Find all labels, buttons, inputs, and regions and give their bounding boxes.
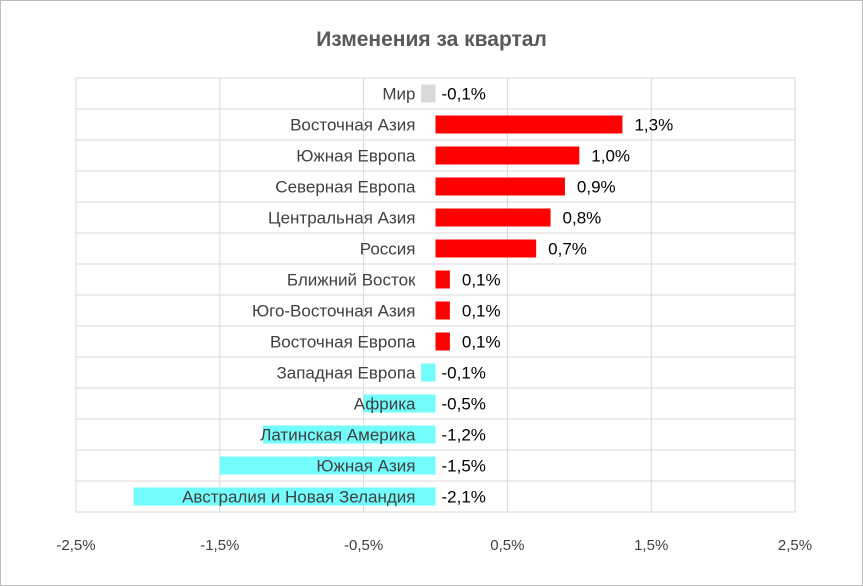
- category-label: Юго-Восточная Азия: [252, 302, 416, 321]
- bar: [435, 115, 623, 134]
- category-label: Латинская Америка: [260, 426, 416, 445]
- bar: [363, 394, 436, 413]
- x-tick-label: 0,5%: [490, 537, 524, 554]
- bar: [219, 456, 436, 475]
- bar: [435, 239, 537, 258]
- category-label: Восточная Азия: [290, 116, 415, 135]
- category-label: Восточная Европа: [270, 333, 416, 352]
- data-label: -1,2%: [442, 426, 486, 445]
- data-label: 1,0%: [591, 147, 630, 166]
- bar: [421, 84, 436, 103]
- category-label: Южная Азия: [316, 457, 415, 476]
- data-label: -1,5%: [442, 457, 486, 476]
- data-label: 0,9%: [577, 178, 616, 197]
- bar: [435, 208, 551, 227]
- data-label: 1,3%: [634, 116, 673, 135]
- category-label: Россия: [360, 240, 416, 259]
- bar: [435, 146, 580, 165]
- category-label: Южная Европа: [296, 147, 416, 166]
- category-label: Австралия и Новая Зеландия: [182, 488, 415, 507]
- data-label: 0,1%: [462, 271, 501, 290]
- data-label: -2,1%: [442, 488, 486, 507]
- x-tick-label: 1,5%: [634, 537, 668, 554]
- bar: [133, 487, 436, 506]
- x-tick-label: -0,5%: [344, 537, 383, 554]
- data-label: -0,5%: [442, 395, 486, 414]
- x-tick-label: -2,5%: [56, 537, 95, 554]
- category-label: Африка: [354, 395, 416, 414]
- data-label: 0,1%: [462, 302, 501, 321]
- category-label: Северная Европа: [275, 178, 416, 197]
- category-label: Центральная Азия: [268, 209, 416, 228]
- bar: [435, 301, 450, 320]
- data-label: -0,1%: [442, 85, 486, 104]
- bar: [421, 363, 436, 382]
- bar: [435, 270, 450, 289]
- x-tick-label: 2,5%: [778, 537, 812, 554]
- x-tick-label: -1,5%: [200, 537, 239, 554]
- category-label: Западная Европа: [276, 364, 416, 383]
- category-label: Мир: [382, 85, 415, 104]
- chart-title: Изменения за квартал: [316, 28, 547, 51]
- category-label: Ближний Восток: [287, 271, 416, 290]
- bar: [435, 177, 565, 196]
- data-label: -0,1%: [442, 364, 486, 383]
- bar: [435, 332, 450, 351]
- bar: [262, 425, 436, 444]
- data-label: 0,8%: [563, 209, 602, 228]
- data-label: 0,1%: [462, 333, 501, 352]
- data-label: 0,7%: [548, 240, 587, 259]
